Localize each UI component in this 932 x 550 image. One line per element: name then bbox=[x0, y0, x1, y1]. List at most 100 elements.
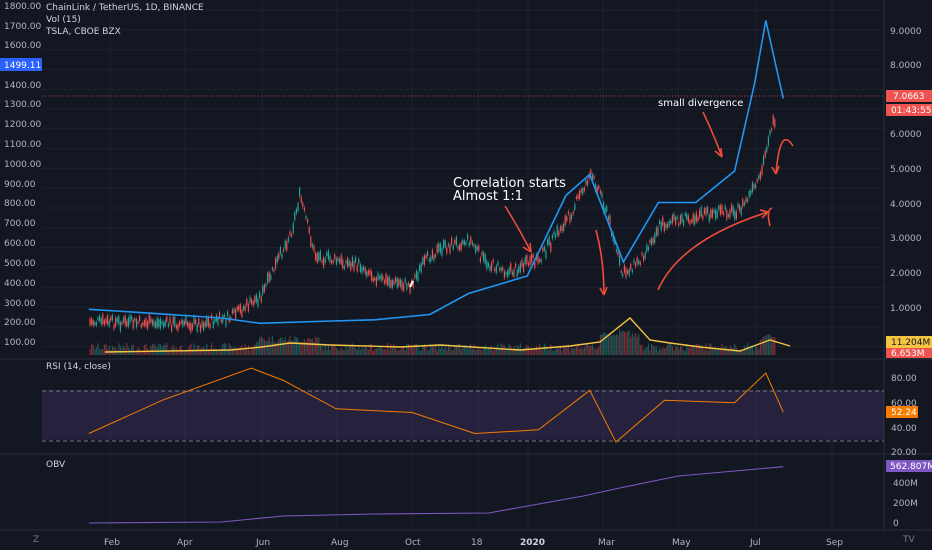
volume-bar bbox=[425, 346, 427, 355]
volume-bar bbox=[103, 344, 105, 355]
rsi-current-tag bbox=[886, 406, 918, 418]
volume-bar bbox=[409, 344, 411, 355]
volume-bar bbox=[638, 334, 640, 355]
candle-body bbox=[387, 277, 389, 285]
volume-bar bbox=[681, 347, 683, 355]
candle-body bbox=[185, 316, 187, 324]
obv-axis[interactable]: 562.807M 400M 200M 0 bbox=[886, 460, 932, 529]
volume-bar bbox=[220, 348, 222, 355]
volume-bar bbox=[726, 347, 728, 355]
volume-bar bbox=[511, 350, 513, 355]
candle-body bbox=[575, 196, 577, 200]
volume-bar bbox=[276, 342, 278, 355]
volume-bar bbox=[422, 345, 424, 355]
candle-body bbox=[515, 263, 517, 268]
candle-body bbox=[523, 263, 525, 272]
candle-body bbox=[582, 188, 584, 195]
volume-bar bbox=[547, 349, 549, 355]
volume-bar bbox=[763, 336, 765, 355]
volume-bar bbox=[403, 346, 405, 355]
right-axis-label: 6.0000 bbox=[890, 130, 922, 140]
candle-body bbox=[315, 252, 317, 261]
candle-body bbox=[494, 268, 496, 272]
candle-body bbox=[758, 175, 760, 179]
time-axis-label: Aug bbox=[331, 538, 349, 548]
candle-body bbox=[510, 263, 512, 272]
time-axis[interactable]: Feb Apr Jun Aug Oct 18 2020 Mar May Jul … bbox=[104, 538, 843, 548]
arrow-head bbox=[771, 165, 780, 175]
candle-body bbox=[203, 322, 205, 331]
candle-body bbox=[676, 216, 678, 220]
candle-body bbox=[326, 252, 328, 257]
volume-bar bbox=[415, 343, 417, 355]
volume-bar bbox=[102, 349, 104, 355]
candle-body bbox=[747, 198, 749, 202]
candle-body bbox=[449, 244, 451, 254]
volume-bar bbox=[308, 338, 310, 355]
volume-bar bbox=[284, 336, 286, 355]
candle-body bbox=[323, 257, 325, 268]
volume-bar bbox=[748, 347, 750, 355]
volume-bar bbox=[659, 348, 661, 355]
volume-bar bbox=[300, 341, 302, 355]
candle-body bbox=[699, 209, 701, 218]
volume-bar bbox=[707, 350, 709, 355]
volume-bar bbox=[595, 349, 597, 355]
candle-body bbox=[286, 241, 288, 251]
volume-bar bbox=[662, 347, 664, 355]
candle-body bbox=[303, 207, 305, 211]
volume-bar bbox=[667, 344, 669, 355]
candle-body bbox=[649, 239, 651, 244]
candle-body bbox=[363, 266, 365, 271]
volume-bar bbox=[97, 343, 99, 355]
candle-body bbox=[451, 237, 453, 245]
candle-body bbox=[615, 248, 617, 252]
volume-bar bbox=[255, 342, 257, 355]
candle-body bbox=[545, 250, 547, 259]
volume-bar bbox=[647, 343, 649, 355]
volume-bar bbox=[499, 348, 501, 355]
candle-body bbox=[331, 260, 333, 264]
candle-body bbox=[121, 322, 123, 325]
volume-bar bbox=[668, 343, 670, 355]
candle-body bbox=[639, 262, 641, 265]
volume-bar bbox=[247, 345, 249, 355]
zoom-button[interactable]: Z bbox=[33, 535, 40, 545]
left-axis[interactable]: 1800.00 1700.00 1600.00 1499.11 1400.00 … bbox=[0, 2, 42, 348]
candle-body bbox=[254, 296, 256, 303]
volume-bar bbox=[396, 350, 398, 355]
volume-bar bbox=[326, 349, 328, 355]
candle-body bbox=[137, 321, 139, 325]
candle-body bbox=[473, 244, 475, 247]
volume-bar bbox=[399, 349, 401, 355]
tradingview-logo[interactable]: TV bbox=[903, 535, 915, 545]
candle-body bbox=[209, 323, 211, 329]
candle-body bbox=[207, 317, 209, 327]
volume-bar bbox=[603, 332, 605, 355]
candle-body bbox=[158, 319, 160, 328]
candle-body bbox=[430, 256, 432, 262]
right-axis[interactable]: 9.0000 8.0000 7.0000 6.0000 5.0000 4.000… bbox=[886, 27, 932, 359]
candle-body bbox=[583, 187, 585, 191]
candle-body bbox=[644, 252, 646, 259]
candle-body bbox=[150, 317, 152, 323]
volume-bar bbox=[257, 341, 259, 355]
volume-bar bbox=[358, 345, 360, 355]
candle-body bbox=[299, 188, 301, 197]
volume-bar bbox=[535, 345, 537, 355]
candle-body bbox=[279, 247, 281, 254]
volume-bar bbox=[673, 350, 675, 355]
volume-bar bbox=[628, 330, 630, 355]
volume-bar bbox=[615, 334, 617, 355]
candle-body bbox=[631, 270, 633, 273]
time-axis-label: May bbox=[672, 538, 691, 548]
candle-body bbox=[417, 271, 419, 282]
obv-axis-label: 200M bbox=[893, 499, 918, 509]
volume-bar bbox=[316, 337, 318, 355]
candle-body bbox=[526, 255, 528, 264]
rsi-axis[interactable]: 80.00 60.00 40.00 20.00 52.24 bbox=[886, 374, 918, 458]
volume-bar bbox=[572, 348, 574, 355]
volume-bar bbox=[451, 350, 453, 355]
candle-body bbox=[579, 191, 581, 199]
